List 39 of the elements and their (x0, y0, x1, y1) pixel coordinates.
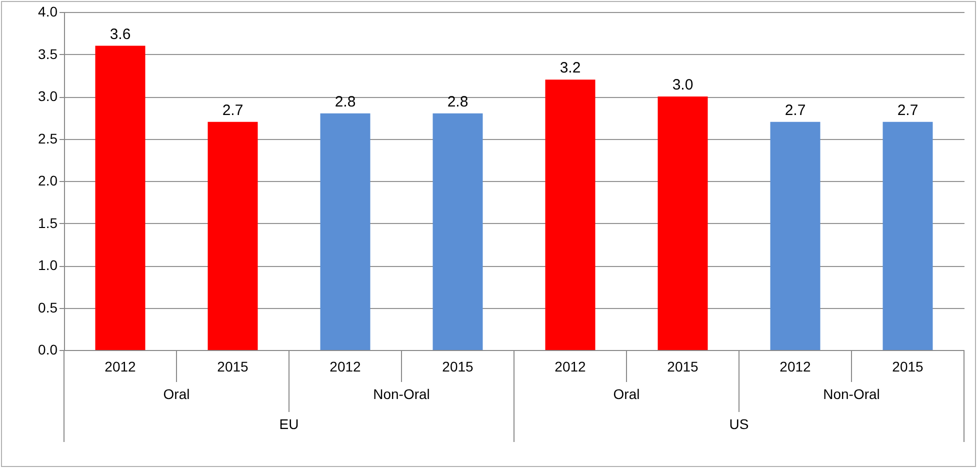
bar (882, 122, 933, 350)
y-tick-label: 3.0 (38, 88, 58, 104)
bar (770, 122, 820, 350)
x-tick-label: 2015 (442, 358, 474, 374)
data-label: 2.7 (222, 102, 244, 119)
bar (432, 113, 483, 350)
bar (95, 46, 146, 350)
bar (208, 122, 258, 350)
bar (658, 96, 708, 350)
text: Oral (613, 386, 640, 402)
data-label: 3.0 (672, 76, 694, 94)
text: Oral (163, 386, 190, 402)
x-tick-label: 2012 (104, 358, 136, 374)
y-tick-label: 2.0 (38, 172, 58, 188)
y-tick-label: 1.0 (38, 257, 58, 273)
text: EU (279, 416, 299, 432)
x-tick-label: 2015 (892, 358, 924, 374)
text: Non-Oral (823, 386, 880, 402)
x-tick-label: 2012 (330, 358, 362, 374)
bar (545, 80, 596, 350)
data-label: 3.2 (560, 60, 581, 77)
x-tick-label: 2015 (217, 358, 249, 374)
y-tick-label: 2.5 (38, 130, 58, 146)
y-tick-label: 3.5 (38, 46, 58, 62)
data-label: 2.7 (784, 102, 806, 119)
y-tick-label: 0.5 (38, 299, 58, 316)
x-tick-label: 2015 (667, 358, 699, 374)
data-label: 2.8 (447, 93, 468, 110)
data-label: 3.6 (110, 26, 131, 43)
text: Non-Oral (373, 386, 430, 402)
text: US (729, 416, 749, 432)
data-label: 2.7 (897, 102, 918, 119)
x-tick-label: 2012 (780, 358, 812, 374)
data-label: 2.8 (334, 93, 356, 110)
bar (320, 113, 370, 350)
y-tick-label: 1.5 (38, 214, 58, 231)
y-tick-label: 0.0 (38, 342, 58, 358)
x-tick-label: 2012 (554, 358, 586, 374)
y-tick-label: 4.0 (38, 4, 58, 20)
